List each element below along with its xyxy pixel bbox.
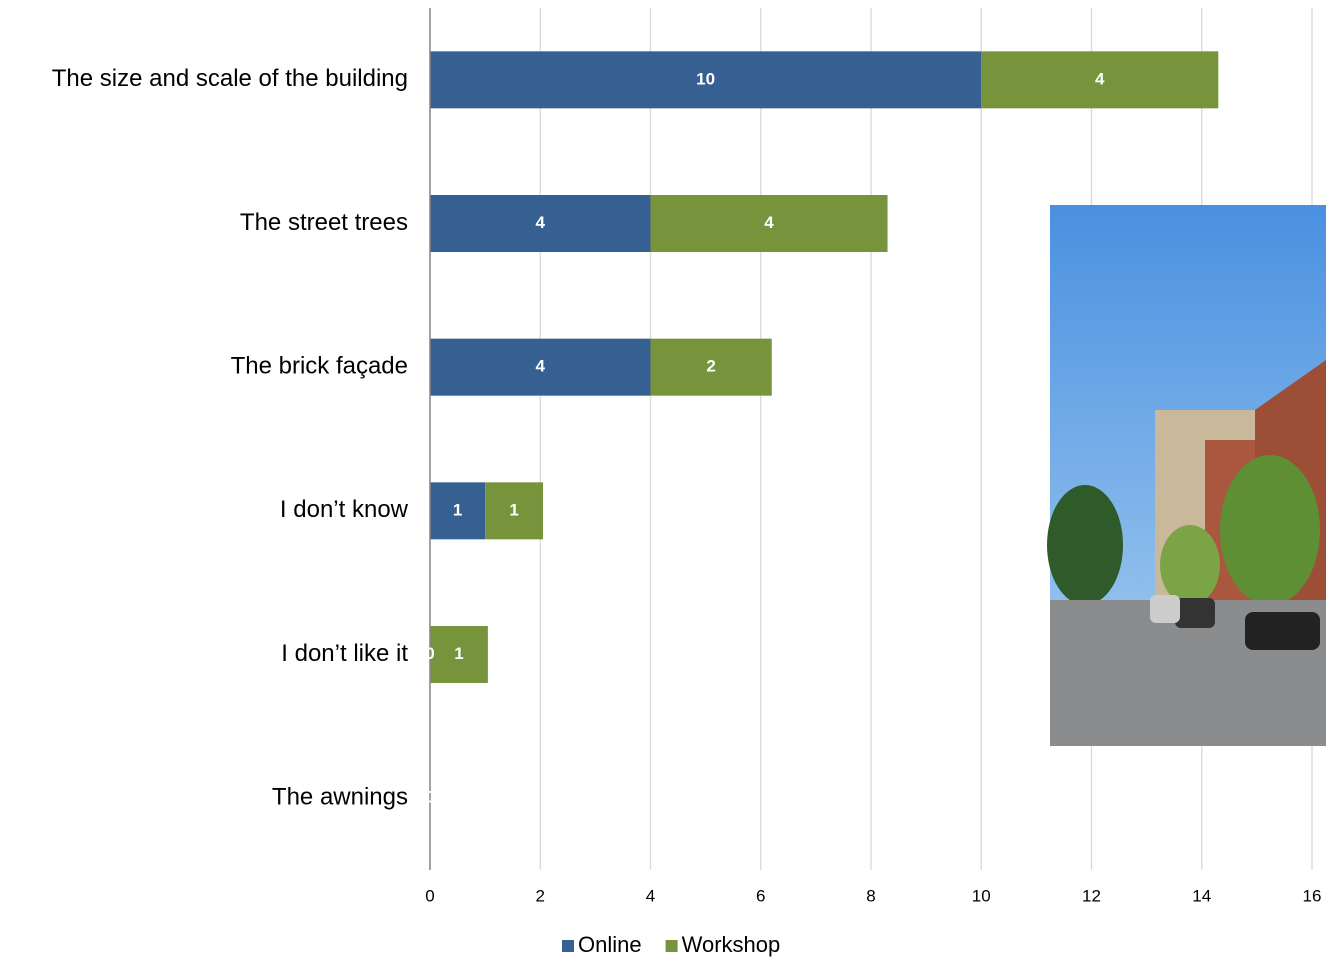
bar-segment (430, 626, 488, 683)
category-label: The brick façade (231, 353, 408, 380)
bar-segment (430, 51, 982, 109)
x-tick-label: 6 (756, 886, 765, 905)
x-tick-label: 12 (1082, 886, 1101, 905)
value-label: 1 (509, 500, 518, 519)
legend-label: Online (578, 932, 642, 957)
legend-label: Workshop (682, 932, 781, 957)
category-label: The street trees (240, 209, 408, 236)
value-label: 1 (454, 644, 463, 663)
bar-segment (430, 338, 651, 396)
legend-swatch (665, 940, 678, 952)
category-label: The size and scale of the building (52, 65, 408, 92)
category-label: The awnings (272, 784, 408, 811)
x-tick-label: 2 (536, 886, 545, 905)
value-label: 4 (1095, 69, 1105, 88)
value-label: 0 (425, 788, 434, 807)
x-tick-label: 8 (866, 886, 875, 905)
legend-swatch (562, 940, 574, 952)
x-tick-label: 14 (1192, 886, 1211, 905)
value-label: 4 (764, 213, 774, 232)
value-label: 2 (706, 357, 715, 376)
value-label: 0 (425, 788, 434, 807)
bar-segment (650, 338, 772, 396)
value-label: 1 (453, 500, 462, 519)
value-label: 4 (536, 213, 546, 232)
bar-segment (485, 482, 544, 540)
x-tick-label: 0 (425, 886, 434, 905)
bar-segment (430, 195, 651, 252)
bar-segment (981, 51, 1219, 109)
x-tick-label: 10 (972, 886, 991, 905)
x-tick-label: 4 (646, 886, 655, 905)
value-label: 0 (425, 644, 434, 663)
category-label: I don’t know (280, 496, 409, 523)
bar-segment (650, 195, 888, 252)
value-label: 4 (536, 357, 546, 376)
x-tick-label: 16 (1303, 886, 1322, 905)
street-photo (1047, 205, 1326, 746)
category-label: I don’t like it (281, 640, 408, 667)
value-label: 10 (696, 69, 715, 88)
bar-segment (430, 482, 486, 540)
